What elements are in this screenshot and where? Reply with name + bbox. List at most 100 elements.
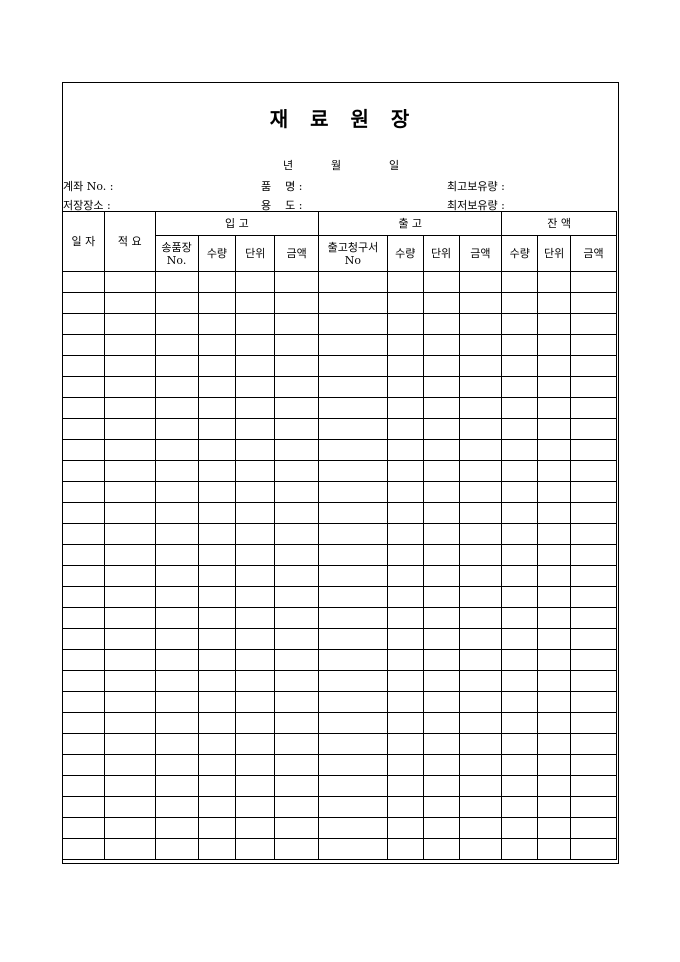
- table-cell[interactable]: [422, 565, 460, 587]
- table-cell[interactable]: [501, 271, 539, 293]
- table-cell[interactable]: [537, 670, 572, 692]
- table-cell[interactable]: [103, 775, 156, 797]
- table-cell[interactable]: [422, 523, 460, 545]
- table-cell[interactable]: [386, 313, 424, 335]
- table-cell[interactable]: [422, 313, 460, 335]
- table-cell[interactable]: [501, 586, 539, 608]
- table-cell[interactable]: [537, 691, 572, 713]
- table-cell[interactable]: [154, 523, 199, 545]
- table-cell[interactable]: [235, 502, 276, 524]
- table-cell[interactable]: [235, 376, 276, 398]
- table-cell[interactable]: [197, 649, 237, 671]
- table-cell[interactable]: [386, 607, 424, 629]
- table-cell[interactable]: [458, 271, 503, 293]
- table-cell[interactable]: [570, 649, 617, 671]
- table-cell[interactable]: [154, 691, 199, 713]
- table-cell[interactable]: [570, 712, 617, 734]
- table-cell[interactable]: [537, 607, 572, 629]
- table-cell[interactable]: [501, 796, 539, 818]
- table-cell[interactable]: [537, 376, 572, 398]
- table-cell[interactable]: [274, 397, 320, 419]
- table-cell[interactable]: [570, 607, 617, 629]
- table-cell[interactable]: [103, 628, 156, 650]
- table-cell[interactable]: [386, 523, 424, 545]
- table-cell[interactable]: [386, 334, 424, 356]
- table-cell[interactable]: [501, 376, 539, 398]
- table-cell[interactable]: [458, 712, 503, 734]
- table-cell[interactable]: [62, 292, 105, 314]
- table-cell[interactable]: [537, 544, 572, 566]
- table-cell[interactable]: [62, 796, 105, 818]
- table-cell[interactable]: [274, 649, 320, 671]
- table-cell[interactable]: [537, 712, 572, 734]
- table-cell[interactable]: [458, 754, 503, 776]
- table-cell[interactable]: [154, 733, 199, 755]
- table-cell[interactable]: [197, 523, 237, 545]
- table-cell[interactable]: [62, 586, 105, 608]
- table-cell[interactable]: [318, 418, 388, 440]
- table-cell[interactable]: [422, 838, 460, 860]
- table-cell[interactable]: [458, 796, 503, 818]
- table-cell[interactable]: [570, 523, 617, 545]
- table-cell[interactable]: [570, 313, 617, 335]
- table-cell[interactable]: [537, 271, 572, 293]
- table-cell[interactable]: [422, 775, 460, 797]
- table-cell[interactable]: [103, 712, 156, 734]
- table-cell[interactable]: [501, 502, 539, 524]
- table-cell[interactable]: [62, 334, 105, 356]
- table-cell[interactable]: [103, 502, 156, 524]
- table-cell[interactable]: [570, 502, 617, 524]
- table-cell[interactable]: [501, 418, 539, 440]
- table-cell[interactable]: [422, 502, 460, 524]
- table-cell[interactable]: [62, 691, 105, 713]
- table-cell[interactable]: [570, 460, 617, 482]
- table-cell[interactable]: [274, 586, 320, 608]
- table-cell[interactable]: [197, 355, 237, 377]
- table-cell[interactable]: [458, 292, 503, 314]
- table-cell[interactable]: [458, 523, 503, 545]
- table-cell[interactable]: [197, 817, 237, 839]
- table-cell[interactable]: [386, 355, 424, 377]
- table-cell[interactable]: [318, 292, 388, 314]
- table-cell[interactable]: [103, 649, 156, 671]
- table-cell[interactable]: [422, 691, 460, 713]
- table-cell[interactable]: [197, 334, 237, 356]
- table-cell[interactable]: [62, 376, 105, 398]
- table-cell[interactable]: [274, 460, 320, 482]
- table-cell[interactable]: [422, 607, 460, 629]
- table-cell[interactable]: [537, 628, 572, 650]
- table-cell[interactable]: [103, 460, 156, 482]
- table-cell[interactable]: [386, 565, 424, 587]
- table-cell[interactable]: [458, 628, 503, 650]
- table-cell[interactable]: [458, 334, 503, 356]
- table-cell[interactable]: [62, 565, 105, 587]
- table-cell[interactable]: [274, 313, 320, 335]
- table-cell[interactable]: [458, 565, 503, 587]
- table-cell[interactable]: [235, 418, 276, 440]
- table-cell[interactable]: [386, 271, 424, 293]
- table-cell[interactable]: [103, 817, 156, 839]
- table-cell[interactable]: [235, 628, 276, 650]
- table-cell[interactable]: [62, 313, 105, 335]
- table-cell[interactable]: [235, 313, 276, 335]
- table-cell[interactable]: [154, 628, 199, 650]
- table-cell[interactable]: [62, 397, 105, 419]
- table-cell[interactable]: [235, 712, 276, 734]
- table-cell[interactable]: [235, 733, 276, 755]
- table-cell[interactable]: [318, 355, 388, 377]
- table-cell[interactable]: [318, 628, 388, 650]
- table-cell[interactable]: [235, 460, 276, 482]
- table-cell[interactable]: [235, 481, 276, 503]
- table-cell[interactable]: [235, 397, 276, 419]
- table-cell[interactable]: [62, 439, 105, 461]
- table-cell[interactable]: [537, 649, 572, 671]
- table-cell[interactable]: [537, 523, 572, 545]
- table-cell[interactable]: [537, 439, 572, 461]
- table-cell[interactable]: [197, 502, 237, 524]
- table-cell[interactable]: [235, 565, 276, 587]
- table-cell[interactable]: [386, 712, 424, 734]
- table-cell[interactable]: [501, 628, 539, 650]
- table-cell[interactable]: [422, 292, 460, 314]
- table-cell[interactable]: [318, 586, 388, 608]
- table-cell[interactable]: [154, 796, 199, 818]
